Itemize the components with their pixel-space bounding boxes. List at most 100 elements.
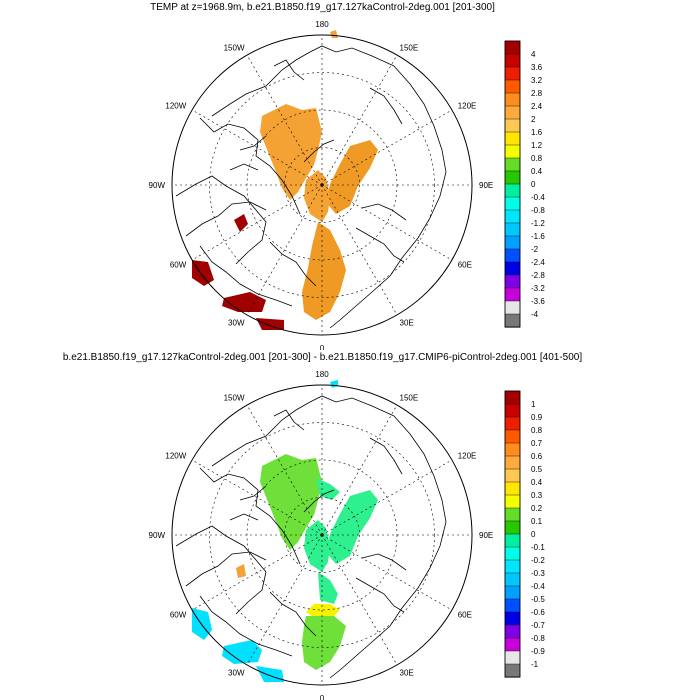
colorbar-swatch-7: [504, 481, 521, 496]
latitude-circle-0: [284, 497, 360, 573]
bottom-difference-field: [192, 380, 378, 682]
colorbar-label-7: 1.2: [531, 141, 543, 150]
lon-label-2: 120E: [458, 452, 477, 461]
top-field-central: [304, 170, 330, 222]
colorbar-label-16: -0.6: [531, 608, 545, 617]
colorbar-swatch-18: [504, 274, 521, 289]
colorbar-label-20: -1: [531, 660, 539, 669]
coastline-0: [211, 395, 395, 467]
bottom-field-pacific-speck: [330, 380, 338, 388]
colorbar-swatch-14: [504, 572, 521, 587]
colorbar-swatch-15: [504, 235, 521, 250]
colorbar-swatch-18: [504, 624, 521, 639]
bottom-field-baffin: [236, 564, 246, 578]
colorbar-swatch-3: [504, 79, 521, 94]
coastline-11: [239, 135, 267, 151]
top-panel: TEMP at z=1968.9m, b.e21.B1850.f19_g17.1…: [149, 2, 546, 350]
coastline-5: [185, 551, 267, 587]
colorbar-label-19: -0.9: [531, 647, 545, 656]
colorbar-label-10: 0: [531, 180, 536, 189]
colorbar-swatch-1: [504, 53, 521, 68]
colorbar-label-2: 0.8: [531, 426, 543, 435]
coastline-2: [329, 237, 419, 329]
coastline-8: [355, 577, 405, 613]
bottom-panel: b.e21.B1850.f19_g17.127kaControl-2deg.00…: [0, 350, 700, 700]
colorbar-label-3: 2.8: [531, 89, 543, 98]
top-field-north-atlantic-b: [256, 318, 284, 330]
colorbar-swatch-9: [504, 157, 521, 172]
coastline-4: [175, 175, 267, 265]
colorbar-swatch-5: [504, 105, 521, 120]
top-field-pacific-speck: [330, 30, 338, 38]
coastline-3: [199, 467, 301, 565]
colorbar-swatch-5: [504, 455, 521, 470]
coastline-12: [229, 513, 259, 521]
colorbar-swatch-19: [504, 637, 521, 652]
map-boundary: [171, 34, 473, 336]
bottom-field-barents: [318, 572, 338, 604]
lon-label-3: 90E: [479, 531, 493, 540]
top-field-north-atlantic-a: [222, 292, 266, 312]
colorbar-label-4: 2.4: [531, 102, 543, 111]
coastline-7: [269, 241, 317, 287]
colorbar-swatch-1: [504, 403, 521, 418]
colorbar-label-2: 3.2: [531, 76, 543, 85]
colorbar-swatch-2: [504, 66, 521, 81]
lon-label-6: 0: [320, 344, 325, 350]
coastline-11: [239, 485, 267, 501]
lon-label-6: 0: [320, 694, 325, 700]
colorbar-label-7: 0.3: [531, 491, 543, 500]
top-colorbar: 4 3.6 3.2 2.8 2.4 2 1.6 1.2 0.8 0.4 0 -0.4 -0.8 -1.2 -…: [504, 40, 545, 328]
colorbar-swatch-12: [504, 546, 521, 561]
colorbar-label-0: 4: [531, 50, 536, 59]
top-panel-title: TEMP at z=1968.9m, b.e21.B1850.f19_g17.1…: [150, 2, 495, 13]
top-temperature-field: [192, 30, 378, 330]
colorbar-label-20: -4: [531, 310, 539, 319]
colorbar-frame: [504, 390, 521, 678]
lon-label-5: 30E: [400, 319, 414, 328]
colorbar-label-9: 0.4: [531, 167, 543, 176]
colorbar-swatch-17: [504, 611, 521, 626]
top-field-baffin: [234, 214, 248, 232]
lon-label-0: 180: [315, 370, 329, 379]
colorbar-swatch-16: [504, 598, 521, 613]
lon-label-9: 90W: [149, 531, 166, 540]
colorbar-swatch-21: [504, 313, 521, 328]
colorbar-swatch-13: [504, 209, 521, 224]
colorbar-swatch-8: [504, 144, 521, 159]
coastline-2: [329, 587, 419, 679]
colorbar-swatch-4: [504, 442, 521, 457]
bottom-field-central: [304, 520, 330, 572]
colorbar-swatch-4: [504, 92, 521, 107]
colorbar-label-11: -0.4: [531, 193, 545, 202]
bottom-field-canada-basin: [260, 454, 322, 550]
coastline-13: [273, 59, 305, 81]
bottom-colorbar: 1 0.9 0.8 0.7 0.6 0.5 0.4 0.3 0.2 0.1 0 -0.1 -0.2 -0.…: [504, 390, 545, 678]
lon-label-3: 90E: [479, 181, 493, 190]
lon-label-11: 150W: [224, 43, 245, 52]
colorbar-swatch-11: [504, 183, 521, 198]
coastline-10: [303, 489, 335, 513]
lon-label-10: 120W: [165, 102, 186, 111]
top-coastlines: [175, 45, 447, 329]
colorbar-label-8: 0.8: [531, 154, 543, 163]
colorbar-label-9: 0.1: [531, 517, 543, 526]
lon-label-8: 60W: [170, 261, 187, 270]
colorbar-swatch-6: [504, 468, 521, 483]
colorbar-swatch-9: [504, 507, 521, 522]
coastline-12: [229, 163, 259, 171]
top-longitude-labels: 180 150E 120E 90E 60E 30E 0 30W 60W 90W 120W 150W: [149, 20, 494, 350]
colorbar-label-1: 3.6: [531, 63, 543, 72]
colorbar-label-12: -0.2: [531, 556, 545, 565]
colorbar-label-5: 0.5: [531, 465, 543, 474]
coastline-14: [369, 87, 403, 125]
lon-label-4: 60E: [458, 611, 472, 620]
map-boundary: [171, 384, 473, 686]
latitude-circle-2: [209, 72, 435, 298]
colorbar-label-8: 0.2: [531, 504, 543, 513]
top-graticule: [171, 34, 473, 336]
colorbar-label-18: -3.2: [531, 284, 545, 293]
bottom-longitude-labels: 180 150E 120E 90E 60E 30E 0 30W 60W 90W 120W 150W: [149, 370, 494, 700]
latitude-circle-2: [209, 422, 435, 648]
colorbar-swatch-14: [504, 222, 521, 237]
